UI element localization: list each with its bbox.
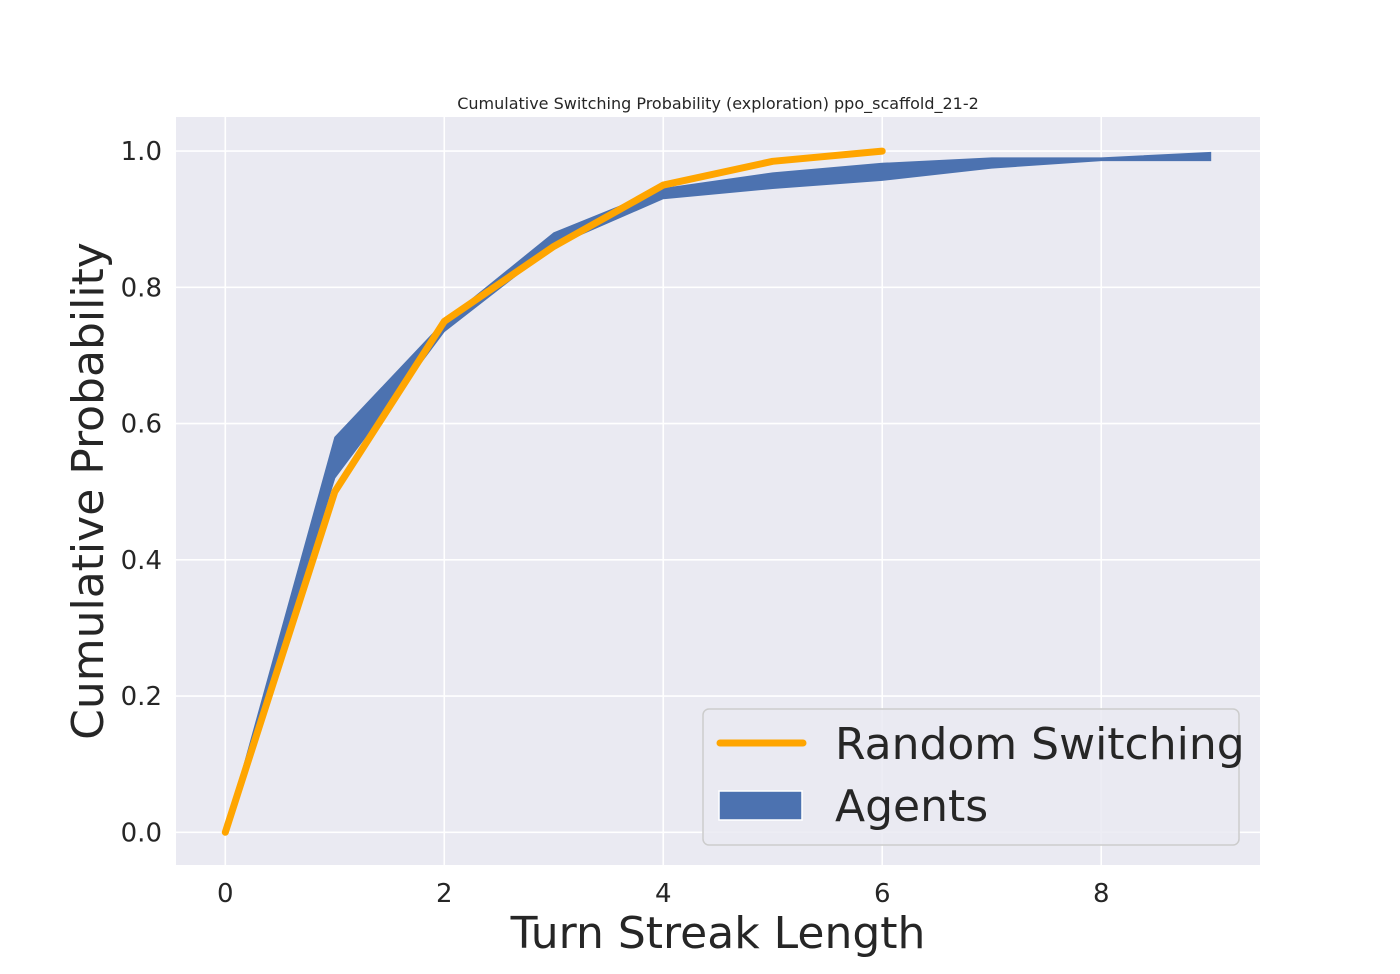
legend-label-random-switching: Random Switching bbox=[835, 719, 1245, 770]
y-tick-label: 0.2 bbox=[121, 682, 162, 712]
x-tick-label: 2 bbox=[436, 879, 453, 909]
y-tick-label: 1.0 bbox=[121, 137, 162, 167]
x-tick-label: 8 bbox=[1093, 879, 1110, 909]
y-tick-label: 0.8 bbox=[121, 273, 162, 303]
legend: Random Switching Agents bbox=[702, 708, 1245, 846]
x-tick-label: 4 bbox=[655, 879, 672, 909]
y-tick-label: 0.0 bbox=[121, 818, 162, 848]
tick-labels: 0 2 4 6 8 0.0 0.2 0.4 0.6 0.8 1.0 bbox=[121, 137, 1110, 909]
y-tick-label: 0.4 bbox=[121, 546, 162, 576]
random-switching-line bbox=[221, 147, 886, 836]
legend-box bbox=[702, 708, 1240, 846]
legend-swatch-agents bbox=[718, 790, 803, 821]
x-axis-label: Turn Streak Length bbox=[510, 908, 926, 959]
series-layer bbox=[221, 147, 1212, 836]
x-tick-label: 0 bbox=[217, 879, 234, 909]
chart-title: Cumulative Switching Probability (explor… bbox=[457, 94, 979, 114]
y-axis-label: Cumulative Probability bbox=[63, 242, 114, 740]
legend-label-agents: Agents bbox=[835, 781, 988, 832]
x-tick-label: 6 bbox=[874, 879, 891, 909]
y-tick-label: 0.6 bbox=[121, 410, 162, 440]
